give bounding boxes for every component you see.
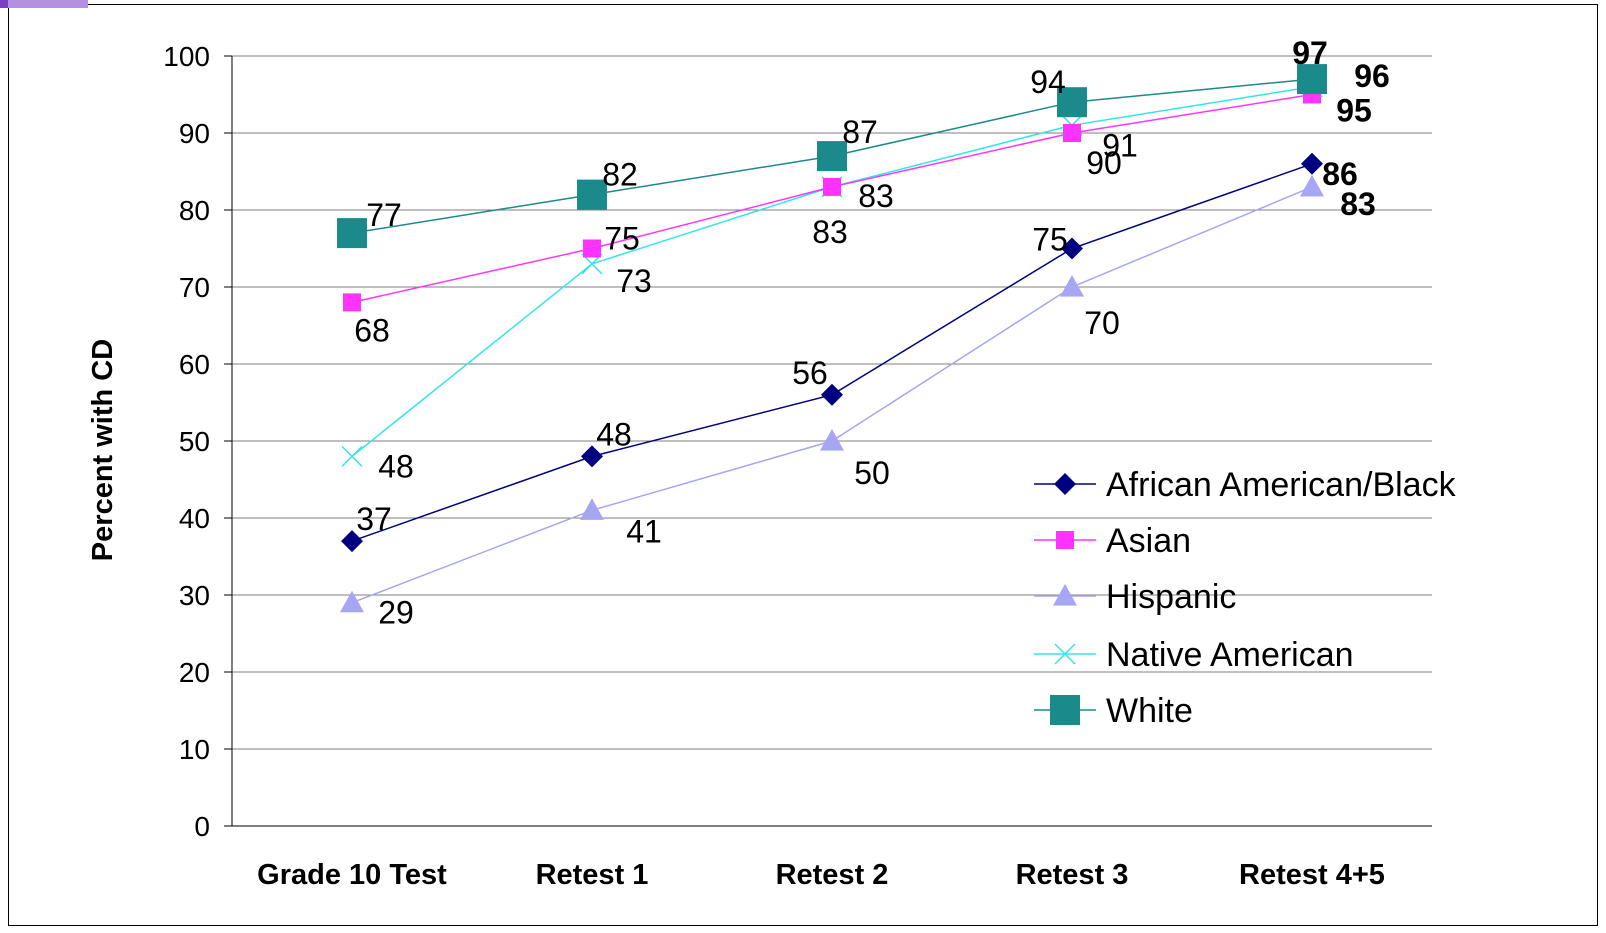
legend: African American/Black Asian Hispanic Nativ… [1034, 466, 1457, 730]
data-point [1060, 275, 1084, 297]
data-label: 83 [812, 214, 848, 250]
data-label: 68 [354, 312, 390, 348]
legend-label: Native American [1106, 636, 1354, 674]
y-tick-label: 10 [179, 734, 210, 765]
data-label: 48 [596, 416, 632, 452]
data-point [817, 141, 847, 172]
y-tick-label: 0 [194, 811, 210, 842]
data-label: 94 [1030, 64, 1066, 100]
corner-accent-dark [0, 0, 8, 8]
data-label: 83 [858, 178, 894, 214]
data-label: 86 [1322, 156, 1358, 192]
data-label: 90 [1086, 145, 1122, 181]
data-label: 82 [602, 157, 638, 193]
y-tick-label: 20 [179, 657, 210, 688]
x-tick-label: Retest 1 [536, 859, 649, 891]
data-label: 48 [378, 448, 414, 484]
legend-marker [1053, 584, 1077, 606]
x-tick-labels: Grade 10 Test Retest 1 Retest 2 Retest 3 Ret… [257, 859, 1385, 891]
data-label: 50 [854, 455, 890, 491]
data-point [823, 177, 841, 196]
axes [224, 55, 1432, 827]
legend-marker [1056, 531, 1074, 549]
data-point [341, 530, 363, 553]
data-label: 56 [792, 355, 828, 391]
legend-item: Hispanic [1034, 578, 1236, 616]
y-tick-label: 30 [179, 580, 210, 611]
data-point [580, 498, 604, 520]
legend-label: African American/Black [1106, 466, 1457, 504]
y-tick-label: 100 [163, 41, 210, 72]
marker-stroke [341, 445, 363, 467]
data-point [1061, 237, 1083, 260]
data-label: 95 [1336, 93, 1372, 129]
data-point [821, 383, 843, 406]
y-tick-label: 80 [179, 195, 210, 226]
legend-marker [1054, 473, 1076, 495]
y-tick-label: 70 [179, 272, 210, 303]
corner-accent [0, 0, 88, 8]
data-label: 37 [356, 501, 392, 537]
legend-item: Asian [1034, 522, 1191, 560]
legend-item: African American/Black [1034, 466, 1457, 504]
data-point [1301, 152, 1323, 175]
data-point [583, 239, 601, 258]
data-label: 91 [1102, 127, 1138, 163]
data-label: 70 [1084, 305, 1120, 341]
legend-label: Hispanic [1106, 578, 1236, 616]
data-label: 75 [1032, 222, 1068, 258]
x-tick-label: Retest 2 [776, 859, 889, 891]
data-point [577, 179, 607, 210]
data-point [341, 445, 363, 467]
data-label: 41 [626, 513, 662, 549]
series-line [351, 93, 1313, 304]
data-label: 83 [1340, 186, 1376, 222]
chart-frame [8, 4, 1598, 926]
data-label: 29 [378, 595, 414, 631]
data-point [1063, 124, 1081, 142]
data-point [340, 590, 364, 613]
x-tick-label: Grade 10 Test [257, 859, 447, 891]
data-point [343, 293, 361, 312]
legend-item: White [1034, 692, 1193, 730]
data-label: 96 [1354, 58, 1390, 94]
gridlines [232, 55, 1432, 750]
y-tick-labels: 0 10 20 30 40 50 60 70 80 90 100 [163, 41, 210, 842]
y-tick-label: 40 [179, 503, 210, 534]
legend-marker [1054, 643, 1076, 665]
y-tick-label: 50 [179, 426, 210, 457]
data-label: 97 [1292, 35, 1328, 71]
y-tick-label: 60 [179, 349, 210, 380]
data-point [581, 445, 603, 468]
data-label: 77 [366, 197, 402, 233]
data-label: 73 [616, 263, 652, 299]
legend-marker [1050, 695, 1080, 725]
legend-label: White [1106, 692, 1193, 730]
legend-label: Asian [1106, 522, 1191, 560]
legend-item: Native American [1034, 636, 1354, 674]
y-axis-label: Percent with CD [87, 339, 119, 561]
x-tick-label: Retest 4+5 [1239, 859, 1385, 891]
data-point [1297, 64, 1327, 95]
data-label: 75 [604, 221, 640, 257]
x-tick-label: Retest 3 [1016, 859, 1129, 891]
data-point [1300, 174, 1324, 197]
y-tick-label: 90 [179, 118, 210, 149]
marker-stroke [1054, 643, 1076, 665]
data-point [820, 429, 844, 451]
data-label: 87 [842, 114, 878, 150]
data-labels: 37 48 56 75 86 68 75 83 90 95 29 41 50 70 83 48 73 83 91 96… [354, 35, 1390, 631]
series-markers [337, 64, 1327, 613]
data-point [1057, 87, 1087, 118]
data-point [337, 218, 367, 249]
